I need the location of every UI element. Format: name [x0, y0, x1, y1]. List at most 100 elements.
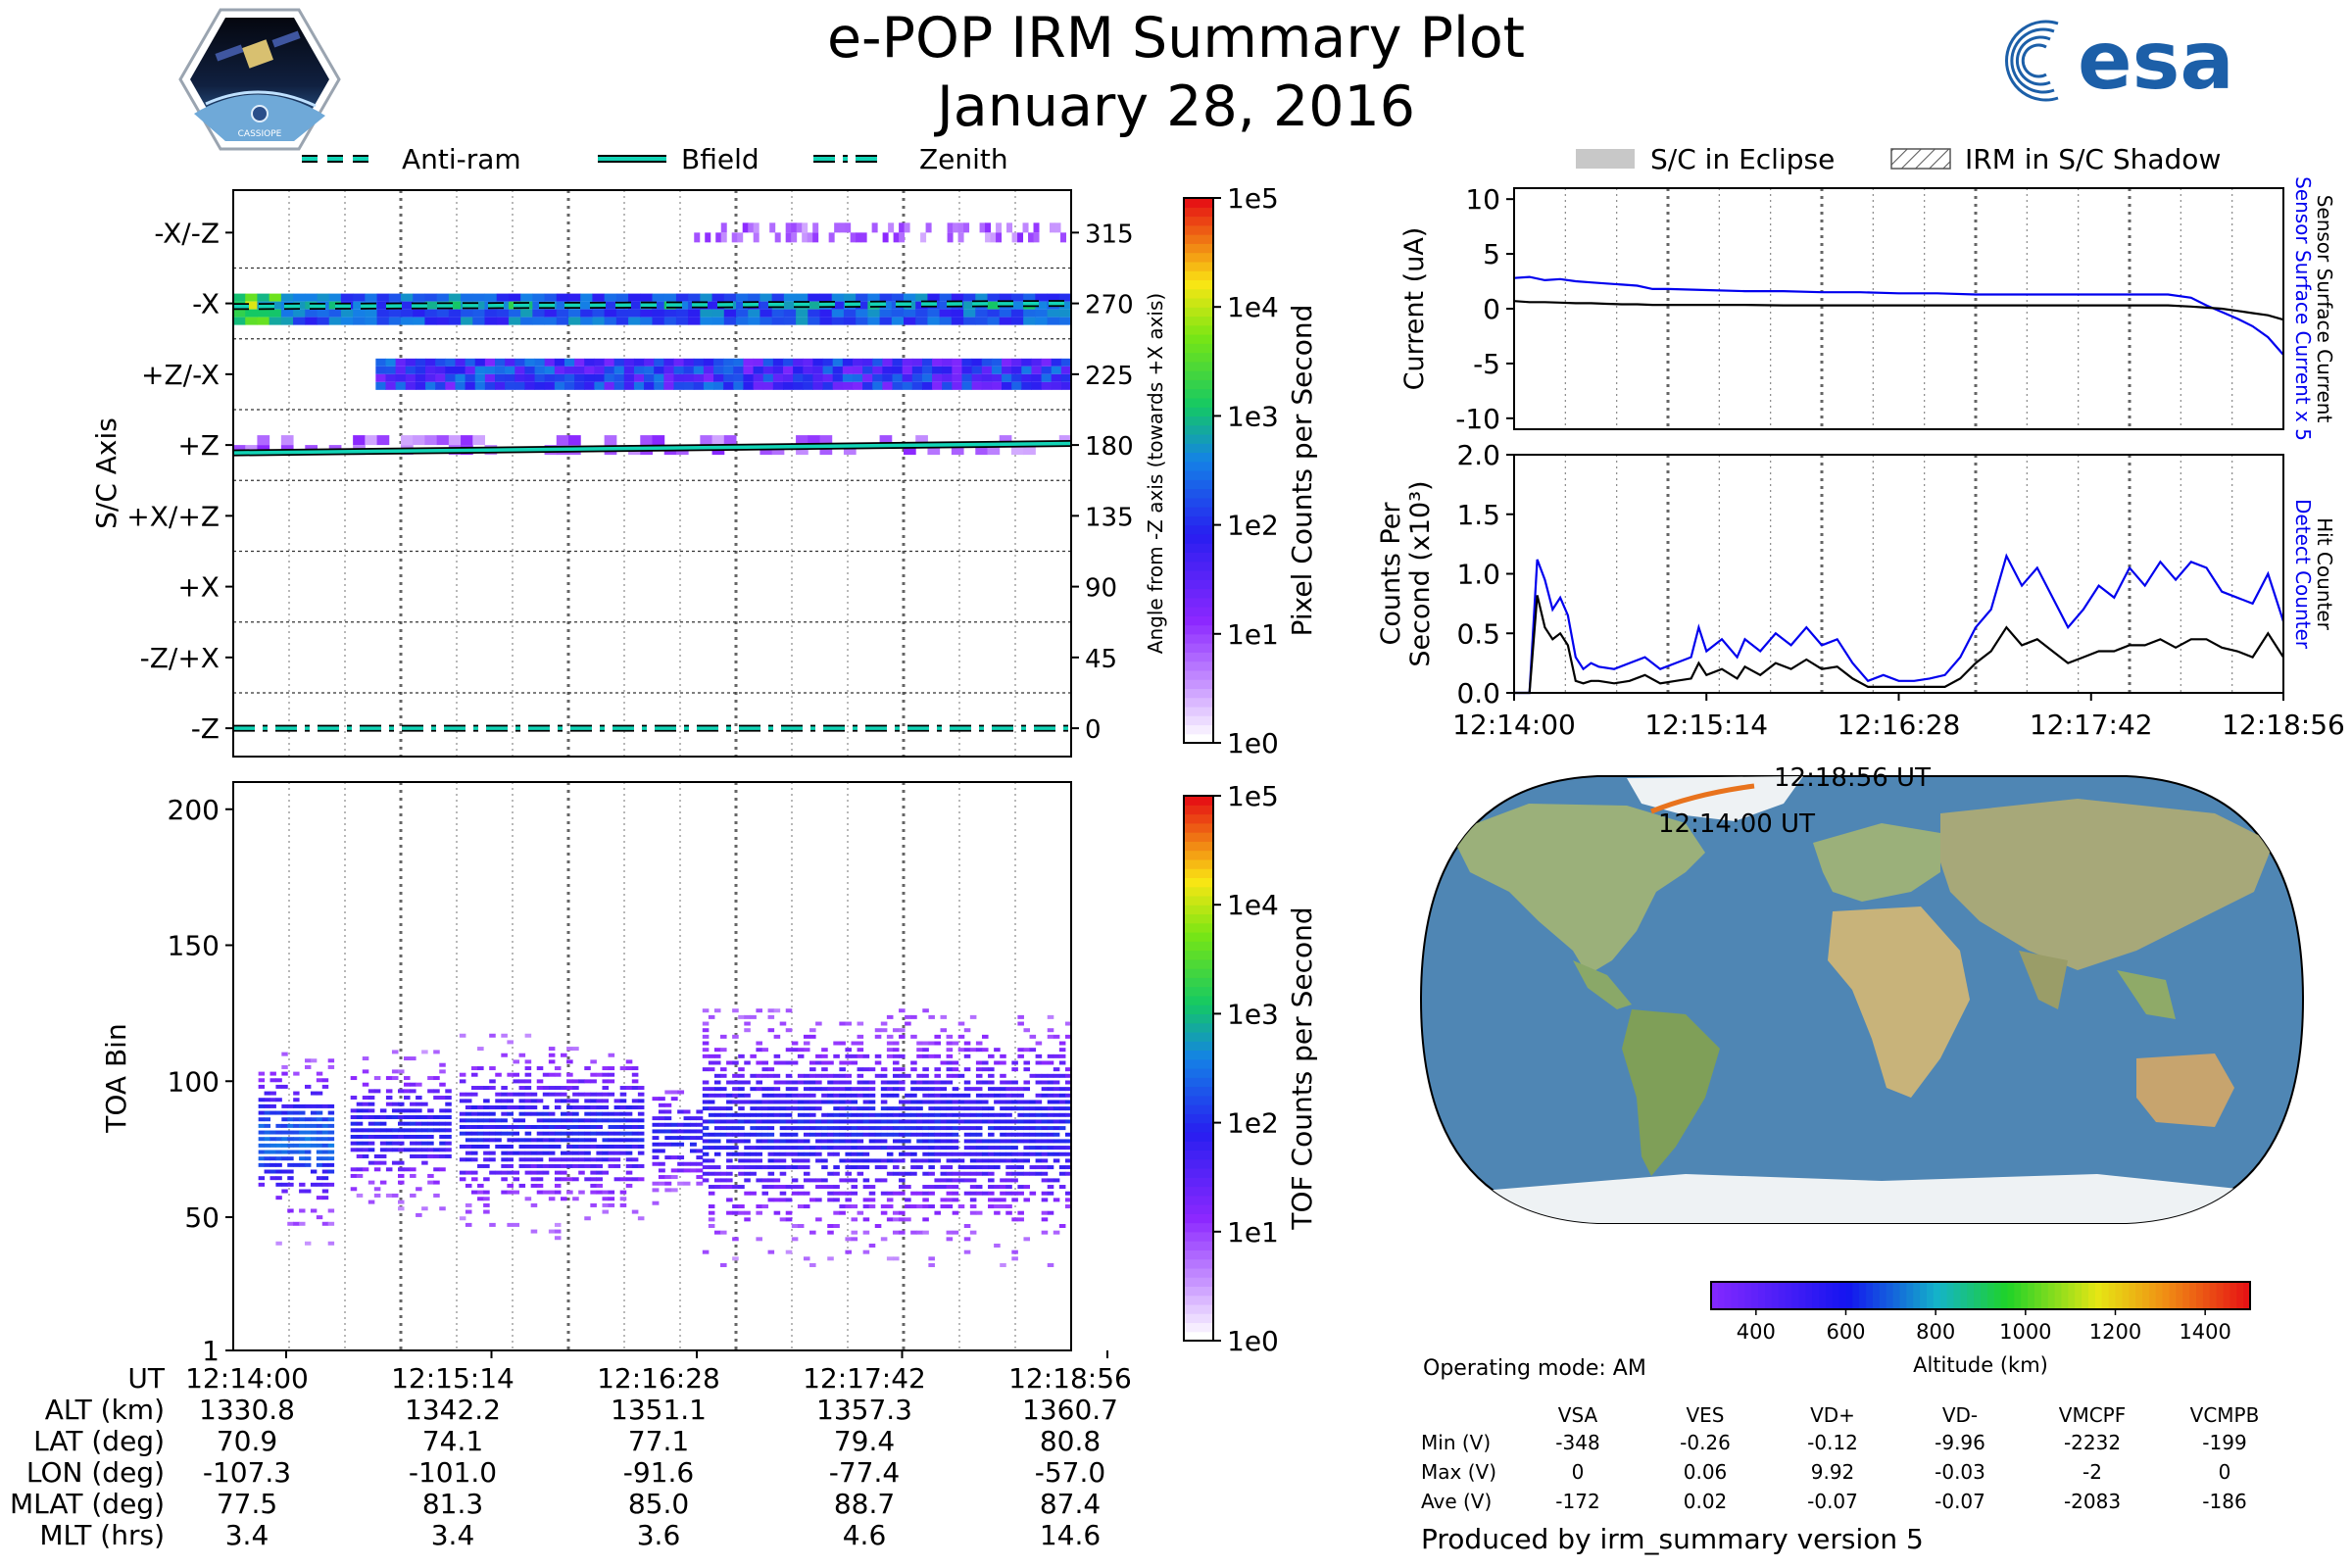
voltage-row-label: Max (V) [1421, 1460, 1496, 1484]
tof-cell [293, 1221, 300, 1226]
pixel-cell [872, 366, 883, 374]
pixel-cell [700, 435, 713, 446]
tof-cell [732, 1237, 739, 1242]
y-tick-label: 50 [184, 1201, 220, 1234]
tof-cell [797, 1106, 805, 1111]
colorbar-cell [1184, 932, 1213, 942]
colorbar-cell [1184, 243, 1213, 254]
pixel-cell [496, 309, 510, 318]
tof-cell [880, 1126, 888, 1131]
pixel-cell [723, 381, 734, 390]
y-tick-label: +X [177, 571, 220, 604]
tof-cell [1053, 1093, 1060, 1098]
colorbar-cell [1184, 1086, 1213, 1097]
pixel-cell [663, 309, 677, 318]
tof-cell [652, 1129, 660, 1134]
tof-cell [713, 1139, 721, 1144]
tof-cell [833, 1093, 840, 1098]
pixel-cell [862, 358, 873, 367]
tof-cell [922, 1048, 929, 1053]
tof-cell [892, 1126, 900, 1131]
tof-cell [868, 1146, 876, 1151]
tof-cell [702, 1250, 710, 1254]
tof-cell [524, 1163, 532, 1168]
altitude-colorbar-cell [1738, 1282, 1745, 1309]
tof-cell [756, 1048, 762, 1053]
altitude-colorbar-cell [2155, 1282, 2164, 1309]
pixel-cell [971, 358, 983, 367]
tof-cell [602, 1066, 610, 1071]
tof-cell [857, 1132, 864, 1137]
pixel-cell [604, 293, 617, 302]
tof-cell [596, 1183, 603, 1188]
pixel-cell [640, 317, 653, 325]
tof-cell [756, 1126, 762, 1131]
tof-cell [524, 1124, 532, 1129]
pixel-cell [762, 358, 774, 367]
pixel-cell [812, 358, 824, 367]
tof-cell [963, 1087, 971, 1092]
tof-cell [963, 1250, 971, 1254]
tof-cell [1053, 1126, 1060, 1131]
pixel-cell [819, 435, 833, 446]
tof-cell [708, 1165, 715, 1170]
tof-cell [963, 1171, 971, 1176]
pixel-cell [644, 381, 655, 390]
tof-cell [465, 1092, 472, 1097]
tof-cell [578, 1163, 585, 1168]
tof-cell [1064, 1191, 1072, 1196]
tof-cell [773, 1165, 781, 1170]
tof-cell [385, 1141, 393, 1146]
tof-cell [652, 1136, 660, 1141]
tof-cell [744, 1171, 751, 1176]
tof-cell [797, 1054, 805, 1058]
ephemeris-cell: 1357.3 [816, 1394, 912, 1426]
pixel-cell [505, 373, 515, 382]
tof-cell [530, 1124, 538, 1129]
tof-cell [791, 1191, 799, 1196]
tof-cell [410, 1121, 416, 1126]
tof-cell [459, 1170, 466, 1175]
tof-cell [1011, 1060, 1018, 1065]
tof-cell [874, 1119, 882, 1124]
pixel-cell [743, 366, 755, 374]
pixel-cell [683, 366, 695, 374]
tof-cell [821, 1093, 828, 1098]
tof-cell [470, 1118, 478, 1123]
tof-cell [922, 1126, 929, 1131]
pixel-cell [613, 358, 625, 367]
pixel-cell [564, 358, 575, 367]
colorbar-cell [1184, 216, 1213, 226]
tof-cell [916, 1087, 923, 1092]
tof-cell [445, 1148, 452, 1152]
tof-cell [530, 1144, 538, 1149]
tof-cell [410, 1193, 416, 1198]
tof-cell [683, 1136, 691, 1141]
tof-cell [833, 1119, 840, 1124]
tof-cell [773, 1008, 781, 1013]
tof-cell [445, 1153, 452, 1158]
altitude-colorbar-cell [2028, 1282, 2035, 1309]
pixel-cell [644, 373, 655, 382]
pixel-cell [711, 435, 725, 446]
tof-cell [1023, 1152, 1031, 1156]
tof-cell [791, 1119, 799, 1124]
tof-cell [767, 1014, 775, 1019]
tof-cell [1058, 1087, 1066, 1092]
tof-cell [862, 1132, 870, 1137]
tof-cell [1017, 1119, 1024, 1124]
pixel-cell [340, 293, 354, 302]
colorbar-tick-label: 1e2 [1227, 510, 1279, 542]
colorbar-cell [1184, 470, 1213, 480]
tof-cell [744, 1178, 751, 1183]
tof-cell [495, 1131, 502, 1136]
tof-cell [321, 1169, 329, 1174]
tof-cell [483, 1190, 490, 1195]
pixel-cell [1021, 366, 1032, 374]
tof-cell [738, 1067, 745, 1072]
tof-cell [465, 1131, 472, 1136]
colorbar-cell [1184, 1031, 1213, 1042]
pixel-cell [904, 222, 910, 233]
tof-cell [513, 1079, 520, 1084]
tof-cell [321, 1117, 329, 1122]
